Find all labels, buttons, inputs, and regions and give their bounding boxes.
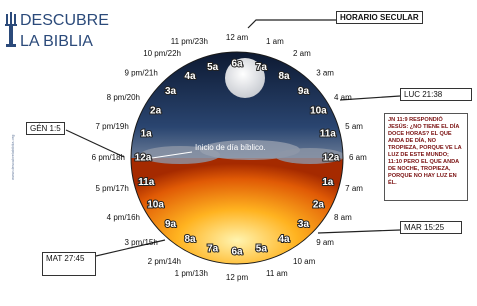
biblical-hour: 4a [184,71,196,82]
biblical-hour: 2a [150,106,162,117]
biblical-hour: 1a [322,177,334,188]
verse: JN 11:9 RESPONDIÓ JESÚS: ¿NO TIENE EL DÍ… [384,113,468,201]
secular-hour: 6 pm/18h [92,153,125,162]
secular-hour: 3 am [316,68,334,77]
header: HORARIO SECULAR [336,11,423,24]
secular-hour: 7 pm/19h [95,122,128,131]
secular-hour: 1 pm/13h [175,269,208,278]
secular-hour: 6 am [349,153,367,162]
website: www.descubrelabiblia.org [10,135,15,180]
secular-hour: 11 am [266,269,288,278]
biblical-hour: 7a [256,62,268,73]
biblical-hour: 9a [298,86,310,97]
secular-hour: 4 am [334,93,352,102]
biblical-hour: 4a [278,234,290,245]
secular-hour: 2 pm/14h [148,257,181,266]
secular-hour: 9 pm/21h [124,68,157,77]
secular-hour: 5 pm/17h [95,184,128,193]
biblical-hour: 2a [313,200,325,211]
biblical-hour: 11a [320,128,337,139]
biblical-hour: 12a [323,153,340,164]
secular-hour: 12 pm [226,273,249,282]
biblical-hour: 3a [165,86,177,97]
secular-hour: 9 am [316,238,334,247]
secular-hour: 11 pm/23h [171,37,208,46]
secular-hour: 4 pm/16h [107,213,140,222]
secular-hour: 8 am [334,213,352,222]
secular-hour: 3 pm/15h [124,238,157,247]
biblical-hour: 8a [184,234,196,245]
logo-line: LA BIBLIA [20,33,93,50]
logo-line: DESCUBRE [20,12,109,29]
biblical-hour: 9a [165,219,177,230]
biblical-hour: 1a [141,128,153,139]
secular-hour: 8 pm/20h [107,93,140,102]
page: DESCUBRE LA BIBLIA www.descubrelabiblia.… [0,0,477,306]
biblical-hour: 8a [278,71,290,82]
biblical-hour: 5a [207,62,219,73]
secular-hour: 10 am [293,257,316,266]
biblical-hour: 10a [147,200,164,211]
secular-hour: 12 am [226,33,249,42]
secular-hour: 5 am [345,122,363,131]
biblical-hour: 5a [256,243,268,254]
reference: GÉN 1:5 [26,122,65,135]
secular-hour: 10 pm/22h [143,49,181,58]
logo-icon [5,12,17,47]
biblical-hour: 6a [231,59,243,70]
biblical-hour: 11a [138,177,155,188]
biblical-hour: 6a [231,247,243,258]
biblical-hour: 7a [207,243,219,254]
biblical-hour: 3a [298,219,310,230]
reference: MAR 15:25 [400,221,462,234]
reference: MAT 27:45 [42,252,96,276]
reference: LUC 21:38 [400,88,472,101]
secular-hour: 1 am [266,37,284,46]
secular-hour: 7 am [345,184,363,193]
biblical-hour: 10a [310,106,327,117]
biblical-hour: 12a [135,153,152,164]
secular-hour: 2 am [293,49,311,58]
start-label: Inicio de día bíblico. [195,143,266,152]
